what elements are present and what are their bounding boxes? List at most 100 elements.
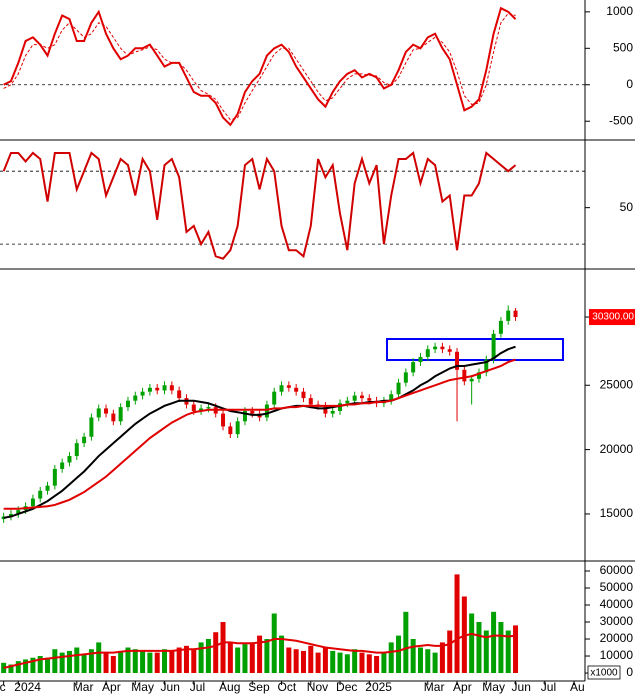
volume-bar <box>417 647 423 674</box>
candle-body <box>235 421 240 435</box>
candle-body <box>30 498 35 507</box>
breakout-box <box>386 338 564 361</box>
candle-body <box>469 378 474 382</box>
candle-body <box>403 372 408 383</box>
volume-bar <box>23 659 29 674</box>
volume-bar <box>469 613 475 674</box>
candle-body <box>506 310 511 321</box>
volume-bar <box>198 642 204 674</box>
volume-bar <box>162 649 168 674</box>
candle-body <box>162 385 167 391</box>
volume-bar <box>8 664 14 674</box>
moving-average <box>3 358 516 510</box>
x-tick-label: Mar <box>73 680 94 694</box>
volume-bar <box>96 642 102 674</box>
x-tick-label: Apr <box>102 680 121 694</box>
volume-bar <box>271 613 277 674</box>
x-tick-label: Nov <box>307 680 328 694</box>
volume-bar <box>374 656 380 674</box>
candle-body <box>345 400 350 404</box>
volume-bar <box>293 649 299 674</box>
volume-bar <box>176 647 182 674</box>
volume-bar <box>439 642 445 674</box>
volume-bar <box>88 649 94 674</box>
volume-bar <box>447 630 453 674</box>
volume-bar <box>140 650 146 674</box>
candle-body <box>228 426 233 435</box>
candle-body <box>338 403 343 411</box>
volume-bar <box>220 622 226 674</box>
volume-bar <box>118 650 124 674</box>
price-tag <box>589 309 635 326</box>
volume-bar <box>366 654 372 674</box>
volume-bar <box>505 630 511 674</box>
x-tick-label: Dec <box>336 680 357 694</box>
volume-bar <box>183 645 189 674</box>
volume-bar <box>308 645 314 674</box>
x-tick-label: Mar <box>424 680 445 694</box>
y-tick-label: 30000 <box>600 614 634 628</box>
candle-body <box>498 320 503 334</box>
volume-bar <box>37 656 43 674</box>
volume-bar <box>513 625 519 674</box>
y-tick-label: 20000 <box>600 442 634 456</box>
volume-bar <box>30 657 36 674</box>
candle-body <box>16 510 21 514</box>
x-tick-label: c <box>0 680 6 694</box>
candle-body <box>250 410 255 414</box>
candle-body <box>104 408 109 414</box>
volume-bar <box>381 652 387 674</box>
y-tick-label: -500 <box>609 113 633 127</box>
candle-body <box>447 349 452 352</box>
y-tick-label: 20000 <box>600 631 634 645</box>
volume-bar <box>315 652 321 674</box>
candle-body <box>74 443 79 457</box>
volume-bar <box>191 649 197 674</box>
volume-bar <box>322 647 328 674</box>
candle-body <box>111 413 116 422</box>
volume-bar <box>52 649 58 674</box>
candle-body <box>140 391 145 396</box>
candle-body <box>389 394 394 401</box>
volume-bar <box>425 649 431 674</box>
candle-body <box>440 346 445 350</box>
volume-bar <box>249 642 255 674</box>
candle-body <box>513 310 518 318</box>
candle-body <box>67 456 72 463</box>
candle-body <box>206 407 211 409</box>
candle-body <box>308 398 313 405</box>
volume-bar <box>396 635 402 674</box>
volume-bar <box>1 662 7 674</box>
candle-body <box>352 395 357 401</box>
candle-body <box>147 387 152 392</box>
y-tick-label: 30300.00 <box>592 312 634 323</box>
volume-bar <box>491 611 497 674</box>
candle-body <box>359 395 364 399</box>
volume-bar <box>213 632 219 674</box>
volume-bar <box>45 657 51 674</box>
y-tick-label: 10000 <box>600 648 634 662</box>
volume-bar <box>205 639 211 674</box>
y-tick-label: 0 <box>626 665 633 679</box>
candle-body <box>491 333 496 360</box>
candle-body <box>133 395 138 401</box>
candle-body <box>323 405 328 414</box>
volume-bar <box>154 652 160 674</box>
candle-body <box>38 490 43 499</box>
volume-bar <box>264 639 270 674</box>
volume-bar <box>66 650 72 674</box>
candle-body <box>264 404 269 418</box>
candle-body <box>52 468 57 486</box>
volume-bar <box>388 642 394 674</box>
y-tick-label: 0 <box>626 77 633 91</box>
x-tick-label: Aug <box>219 680 240 694</box>
candle-body <box>155 387 160 391</box>
y-tick-label: 25000 <box>600 377 634 391</box>
y-tick-label: 50000 <box>600 580 634 594</box>
x-tick-label: Apr <box>453 680 472 694</box>
candle-body <box>1 516 6 520</box>
volume-average <box>3 632 516 669</box>
candle-body <box>484 359 489 373</box>
volume-bar <box>227 642 233 674</box>
